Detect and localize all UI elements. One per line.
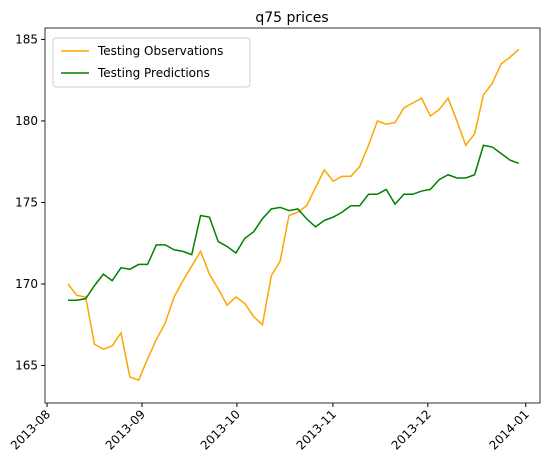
x-tick-label: 2013-10	[198, 407, 243, 452]
legend-label: Testing Predictions	[97, 66, 210, 80]
y-tick-label: 185	[15, 32, 38, 46]
x-tick-label: 2014-01	[487, 407, 532, 452]
legend-label: Testing Observations	[97, 44, 223, 58]
legend-box	[52, 37, 251, 88]
y-tick-label: 180	[15, 114, 38, 128]
chart-title: q75 prices	[255, 10, 328, 26]
x-tick-label: 2013-08	[8, 407, 53, 452]
plot-frame	[44, 27, 541, 404]
y-tick-label: 165	[15, 359, 38, 373]
x-tick-label: 2013-12	[389, 407, 434, 452]
y-tick-label: 170	[15, 277, 38, 291]
y-tick-label: 175	[15, 195, 38, 209]
x-tick-label: 2013-09	[103, 407, 148, 452]
series-line	[67, 144, 520, 302]
series-line	[67, 48, 520, 382]
x-tick-label: 2013-11	[294, 407, 339, 452]
